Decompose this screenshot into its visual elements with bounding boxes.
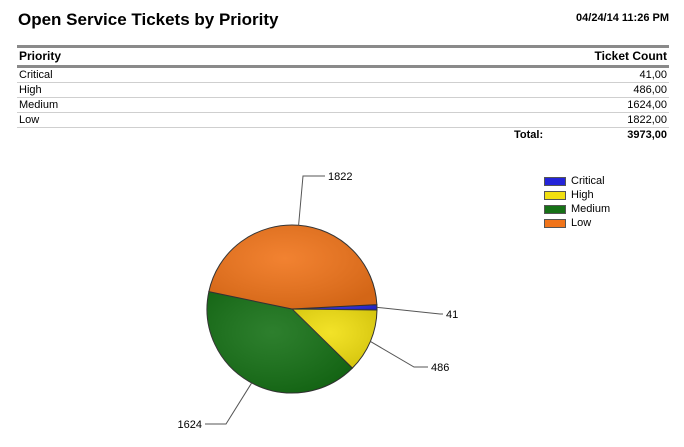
legend-item: Low [544,216,610,230]
legend-item: High [544,188,610,202]
data-label: 1624 [178,419,202,431]
legend-item: Medium [544,202,610,216]
chart-legend: Critical High Medium Low [544,174,610,230]
data-label: 41 [446,309,458,321]
table-row: Low 1822,00 [17,113,669,128]
legend-label: High [571,189,594,201]
ticket-table: Priority Ticket Count Critical 41,00 Hig… [17,45,669,146]
total-value: 3973,00 [627,129,667,141]
row-priority: Low [19,114,40,126]
column-header-ticket-count: Ticket Count [594,49,667,63]
table-top-rule [17,45,669,48]
table-total-row: Total: 3973,00 [17,128,669,146]
row-priority: Critical [19,69,53,81]
table-row: Critical 41,00 [17,68,669,83]
legend-label: Low [571,217,592,229]
legend-label: Critical [571,175,605,187]
total-label: Total: [514,129,544,141]
legend-swatch-low [544,218,566,228]
report-title: Open Service Tickets by Priority [18,10,279,29]
legend-label: Medium [571,203,611,215]
legend-swatch-critical [544,176,566,186]
leader-line [298,175,325,226]
table-row: Medium 1624,00 [17,98,669,113]
table-row: High 486,00 [17,83,669,98]
legend-item: Critical [544,174,610,188]
leader-line [376,306,443,315]
data-label: 1822 [328,171,352,183]
row-priority: Medium [19,99,59,111]
row-count: 1822,00 [627,114,667,126]
pie-slice-shade [208,225,377,309]
row-priority: High [19,84,42,96]
row-count: 486,00 [633,84,667,96]
row-count: 1624,00 [627,99,667,111]
table-header-rule [17,65,669,68]
leader-line [205,382,253,425]
data-label: 486 [431,362,449,374]
legend-swatch-high [544,190,566,200]
column-header-priority: Priority [19,49,62,63]
report-timestamp: 04/24/14 11:26 PM [576,12,669,24]
pie-slice-shade [292,309,377,369]
row-count: 41,00 [639,69,667,81]
leader-line [370,341,428,368]
legend-swatch-medium [544,204,566,214]
pie-slice-shade [207,291,353,393]
table-header: Priority Ticket Count [17,48,669,65]
